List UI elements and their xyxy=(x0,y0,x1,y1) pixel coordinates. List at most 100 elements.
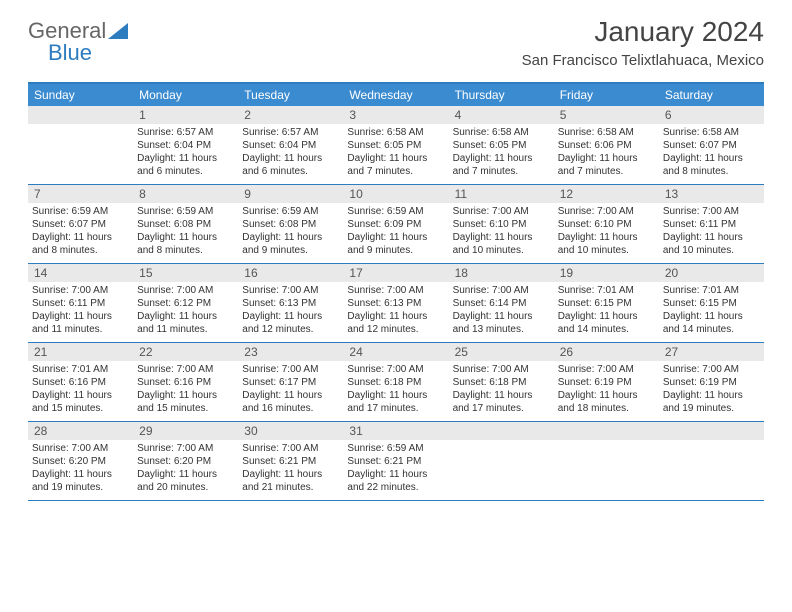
day-cell: 18Sunrise: 7:00 AMSunset: 6:14 PMDayligh… xyxy=(449,264,554,342)
day-number: 24 xyxy=(343,343,448,361)
calendar: SundayMondayTuesdayWednesdayThursdayFrid… xyxy=(28,82,764,501)
day-cell: 3 Sunrise: 6:58 AMSunset: 6:05 PMDaylight… xyxy=(343,106,448,184)
weekday-header: SundayMondayTuesdayWednesdayThursdayFrid… xyxy=(28,84,764,106)
day-number: 7 xyxy=(28,185,133,203)
day-info: Sunrise: 6:59 AMSunset: 6:07 PMDaylight:… xyxy=(28,205,133,257)
day-cell: 4 Sunrise: 6:58 AMSunset: 6:05 PMDaylight… xyxy=(449,106,554,184)
location-subtitle: San Francisco Telixtlahuaca, Mexico xyxy=(522,52,764,69)
day-info: Sunrise: 7:00 AMSunset: 6:17 PMDaylight:… xyxy=(238,363,343,415)
day-number xyxy=(28,106,133,124)
day-number: 6 xyxy=(659,106,764,124)
day-cell: 16 Sunrise: 7:00 AMSunset: 6:13 PMDayligh… xyxy=(238,264,343,342)
page-title: January 2024 xyxy=(522,16,764,48)
day-cell: 25 Sunrise: 7:00 AMSunset: 6:18 PMDayligh… xyxy=(449,343,554,421)
day-info: Sunrise: 7:00 AMSunset: 6:13 PMDaylight:… xyxy=(238,284,343,336)
weekday-label: Monday xyxy=(133,84,238,106)
day-number: 19 xyxy=(554,264,659,282)
day-number: 21 xyxy=(28,343,133,361)
day-info: Sunrise: 7:00 AMSunset: 6:16 PMDaylight:… xyxy=(133,363,238,415)
day-number: 26 xyxy=(554,343,659,361)
day-number: 25 xyxy=(449,343,554,361)
day-number: 30 xyxy=(238,422,343,440)
day-cell: 7 Sunrise: 6:59 AMSunset: 6:07 PMDaylight… xyxy=(28,185,133,263)
day-info: Sunrise: 7:00 AMSunset: 6:13 PMDaylight:… xyxy=(343,284,448,336)
day-number: 13 xyxy=(659,185,764,203)
day-cell xyxy=(659,422,764,500)
day-cell: 29 Sunrise: 7:00 AMSunset: 6:20 PMDayligh… xyxy=(133,422,238,500)
day-cell: 31 Sunrise: 6:59 AMSunset: 6:21 PMDayligh… xyxy=(343,422,448,500)
week-row: 28Sunrise: 7:00 AMSunset: 6:20 PMDayligh… xyxy=(28,422,764,501)
day-info: Sunrise: 7:01 AMSunset: 6:16 PMDaylight:… xyxy=(28,363,133,415)
day-info: Sunrise: 6:57 AMSunset: 6:04 PMDaylight:… xyxy=(238,126,343,178)
day-number xyxy=(449,422,554,440)
day-cell: 30 Sunrise: 7:00 AMSunset: 6:21 PMDayligh… xyxy=(238,422,343,500)
day-info: Sunrise: 7:01 AMSunset: 6:15 PMDaylight:… xyxy=(659,284,764,336)
day-info: Sunrise: 7:00 AMSunset: 6:18 PMDaylight:… xyxy=(343,363,448,415)
day-cell: 14Sunrise: 7:00 AMSunset: 6:11 PMDayligh… xyxy=(28,264,133,342)
day-cell xyxy=(554,422,659,500)
day-info: Sunrise: 6:59 AMSunset: 6:21 PMDaylight:… xyxy=(343,442,448,494)
day-info: Sunrise: 7:01 AMSunset: 6:15 PMDaylight:… xyxy=(554,284,659,336)
day-number: 18 xyxy=(449,264,554,282)
day-info: Sunrise: 7:00 AMSunset: 6:12 PMDaylight:… xyxy=(133,284,238,336)
day-cell: 13 Sunrise: 7:00 AMSunset: 6:11 PMDayligh… xyxy=(659,185,764,263)
day-number: 12 xyxy=(554,185,659,203)
day-info: Sunrise: 6:57 AMSunset: 6:04 PMDaylight:… xyxy=(133,126,238,178)
day-cell: 26 Sunrise: 7:00 AMSunset: 6:19 PMDayligh… xyxy=(554,343,659,421)
day-number: 31 xyxy=(343,422,448,440)
weekday-label: Friday xyxy=(554,84,659,106)
day-number: 17 xyxy=(343,264,448,282)
day-cell: 1 Sunrise: 6:57 AMSunset: 6:04 PMDaylight… xyxy=(133,106,238,184)
day-number xyxy=(554,422,659,440)
day-number: 29 xyxy=(133,422,238,440)
day-info: Sunrise: 7:00 AMSunset: 6:19 PMDaylight:… xyxy=(554,363,659,415)
day-cell xyxy=(449,422,554,500)
day-number: 22 xyxy=(133,343,238,361)
day-number: 14 xyxy=(28,264,133,282)
week-row: 14Sunrise: 7:00 AMSunset: 6:11 PMDayligh… xyxy=(28,264,764,343)
day-cell: 15Sunrise: 7:00 AMSunset: 6:12 PMDayligh… xyxy=(133,264,238,342)
day-number: 10 xyxy=(343,185,448,203)
day-cell: 9Sunrise: 6:59 AMSunset: 6:08 PMDaylight… xyxy=(238,185,343,263)
day-info: Sunrise: 7:00 AMSunset: 6:10 PMDaylight:… xyxy=(554,205,659,257)
day-info: Sunrise: 7:00 AMSunset: 6:11 PMDaylight:… xyxy=(659,205,764,257)
day-cell: 20 Sunrise: 7:01 AMSunset: 6:15 PMDayligh… xyxy=(659,264,764,342)
day-cell: 28Sunrise: 7:00 AMSunset: 6:20 PMDayligh… xyxy=(28,422,133,500)
day-number: 23 xyxy=(238,343,343,361)
day-cell: 6Sunrise: 6:58 AMSunset: 6:07 PMDaylight… xyxy=(659,106,764,184)
day-number: 2 xyxy=(238,106,343,124)
day-info: Sunrise: 7:00 AMSunset: 6:21 PMDaylight:… xyxy=(238,442,343,494)
day-number: 1 xyxy=(133,106,238,124)
day-cell: 24 Sunrise: 7:00 AMSunset: 6:18 PMDayligh… xyxy=(343,343,448,421)
day-number: 4 xyxy=(449,106,554,124)
day-info: Sunrise: 6:58 AMSunset: 6:06 PMDaylight:… xyxy=(554,126,659,178)
day-number: 8 xyxy=(133,185,238,203)
weekday-label: Wednesday xyxy=(343,84,448,106)
day-info: Sunrise: 7:00 AMSunset: 6:18 PMDaylight:… xyxy=(449,363,554,415)
day-number: 16 xyxy=(238,264,343,282)
day-cell: 27Sunrise: 7:00 AMSunset: 6:19 PMDayligh… xyxy=(659,343,764,421)
day-info: Sunrise: 6:58 AMSunset: 6:05 PMDaylight:… xyxy=(343,126,448,178)
logo-triangle-icon xyxy=(108,23,128,39)
day-info: Sunrise: 6:59 AMSunset: 6:08 PMDaylight:… xyxy=(133,205,238,257)
day-cell: 17 Sunrise: 7:00 AMSunset: 6:13 PMDayligh… xyxy=(343,264,448,342)
day-number: 3 xyxy=(343,106,448,124)
day-number: 20 xyxy=(659,264,764,282)
day-number: 11 xyxy=(449,185,554,203)
day-info: Sunrise: 6:58 AMSunset: 6:05 PMDaylight:… xyxy=(449,126,554,178)
day-cell: 19 Sunrise: 7:01 AMSunset: 6:15 PMDayligh… xyxy=(554,264,659,342)
weekday-label: Saturday xyxy=(659,84,764,106)
day-info: Sunrise: 7:00 AMSunset: 6:20 PMDaylight:… xyxy=(133,442,238,494)
day-cell: 22 Sunrise: 7:00 AMSunset: 6:16 PMDayligh… xyxy=(133,343,238,421)
week-row: 7 Sunrise: 6:59 AMSunset: 6:07 PMDaylight… xyxy=(28,185,764,264)
week-row: 21 Sunrise: 7:01 AMSunset: 6:16 PMDayligh… xyxy=(28,343,764,422)
weekday-label: Tuesday xyxy=(238,84,343,106)
weekday-label: Thursday xyxy=(449,84,554,106)
day-info: Sunrise: 6:59 AMSunset: 6:08 PMDaylight:… xyxy=(238,205,343,257)
logo-text-2: Blue xyxy=(48,40,92,66)
day-cell: 23 Sunrise: 7:00 AMSunset: 6:17 PMDayligh… xyxy=(238,343,343,421)
day-number: 28 xyxy=(28,422,133,440)
day-info: Sunrise: 6:59 AMSunset: 6:09 PMDaylight:… xyxy=(343,205,448,257)
day-cell: 8 Sunrise: 6:59 AMSunset: 6:08 PMDaylight… xyxy=(133,185,238,263)
day-cell: 21 Sunrise: 7:01 AMSunset: 6:16 PMDayligh… xyxy=(28,343,133,421)
